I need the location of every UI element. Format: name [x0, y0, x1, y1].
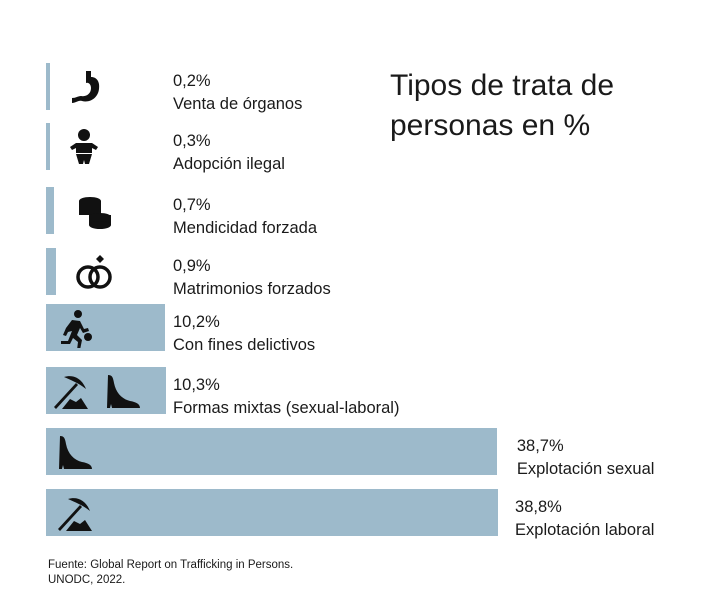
category-label: Matrimonios forzados — [173, 280, 331, 298]
source-line-2: UNODC, 2022. — [48, 574, 126, 586]
bar — [46, 187, 55, 234]
bar — [46, 123, 50, 170]
bar — [46, 248, 57, 295]
value-label: 10,3% — [173, 376, 220, 394]
value-label: 0,7% — [173, 196, 211, 214]
bar-label: 0,7% Mendicidad forzada — [173, 194, 317, 240]
coins-icon — [74, 191, 114, 231]
chart-title: Tipos de trata de personas en % — [390, 69, 615, 142]
bar-label: 38,7% Explotación sexual — [517, 435, 655, 481]
category-label: Mendicidad forzada — [173, 219, 318, 237]
category-label: Con fines delictivos — [173, 336, 316, 354]
bar — [46, 428, 497, 475]
high-heel-icon — [102, 371, 142, 411]
value-label: 0,2% — [173, 72, 211, 90]
stomach-icon — [64, 67, 104, 107]
source-note: Fuente: Global Report on Trafficking in … — [48, 558, 293, 588]
source-line-1: Fuente: Global Report on Trafficking in … — [48, 559, 294, 571]
category-label: Explotación laboral — [515, 521, 655, 539]
rings-icon — [74, 252, 114, 292]
category-label: Formas mixtas (sexual-laboral) — [173, 399, 400, 417]
pickaxe-icon — [50, 371, 90, 411]
baby-icon — [64, 127, 104, 167]
bar-label: 0,9% Matrimonios forzados — [173, 255, 331, 301]
bar-label: 0,3% Adopción ilegal — [173, 130, 285, 176]
category-label: Adopción ilegal — [173, 155, 285, 173]
pickaxe-icon — [54, 493, 94, 533]
bar-label: 0,2% Venta de órganos — [173, 70, 302, 116]
value-label: 0,3% — [173, 132, 211, 150]
bar-label: 10,3% Formas mixtas (sexual-laboral) — [173, 374, 399, 420]
high-heel-icon — [54, 432, 94, 472]
bar-label: 10,2% Con fines delictivos — [173, 311, 315, 357]
running-thief-icon — [54, 308, 94, 350]
bar — [46, 489, 499, 536]
bar — [46, 63, 50, 110]
category-label: Explotación sexual — [516, 460, 655, 478]
bar-label: 38,8% Explotación laboral — [515, 496, 654, 542]
value-label: 10,2% — [173, 313, 220, 331]
category-label: Venta de órganos — [173, 95, 303, 113]
value-label: 38,8% — [515, 498, 562, 516]
value-label: 0,9% — [173, 257, 211, 275]
value-label: 38,7% — [516, 437, 564, 455]
